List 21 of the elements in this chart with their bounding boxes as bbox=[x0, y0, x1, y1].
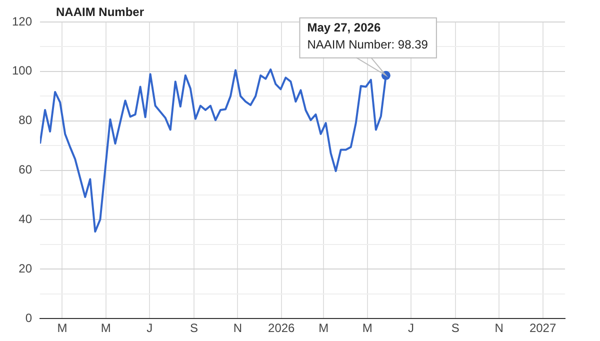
y-tick-label: 80 bbox=[18, 113, 32, 128]
y-tick-label: 100 bbox=[12, 64, 32, 78]
x-tick-label: 2027 bbox=[529, 321, 556, 336]
chart-title: NAAIM Number bbox=[56, 5, 144, 19]
x-tick-label: M bbox=[57, 321, 68, 336]
y-tick-label: 20 bbox=[18, 261, 32, 276]
annotation: May 27, 2026 NAAIM Number: 98.39 bbox=[307, 20, 428, 52]
x-tick-label: J bbox=[408, 321, 414, 336]
y-tick-label: 40 bbox=[18, 212, 32, 226]
x-tick-label: S bbox=[451, 321, 460, 336]
x-tick-label: N bbox=[494, 321, 504, 336]
x-tick-label: M bbox=[100, 321, 111, 336]
x-tick-label: J bbox=[146, 321, 153, 336]
y-tick-label: 120 bbox=[12, 14, 32, 28]
x-tick-label: N bbox=[233, 321, 242, 336]
x-tick-label: 2026 bbox=[268, 321, 296, 336]
x-tick-label: M bbox=[362, 321, 372, 336]
y-tick-label: 60 bbox=[18, 162, 32, 177]
y-tick-label: 0 bbox=[25, 310, 32, 325]
x-tick-label: S bbox=[190, 321, 198, 336]
x-tick-label: M bbox=[318, 321, 329, 336]
